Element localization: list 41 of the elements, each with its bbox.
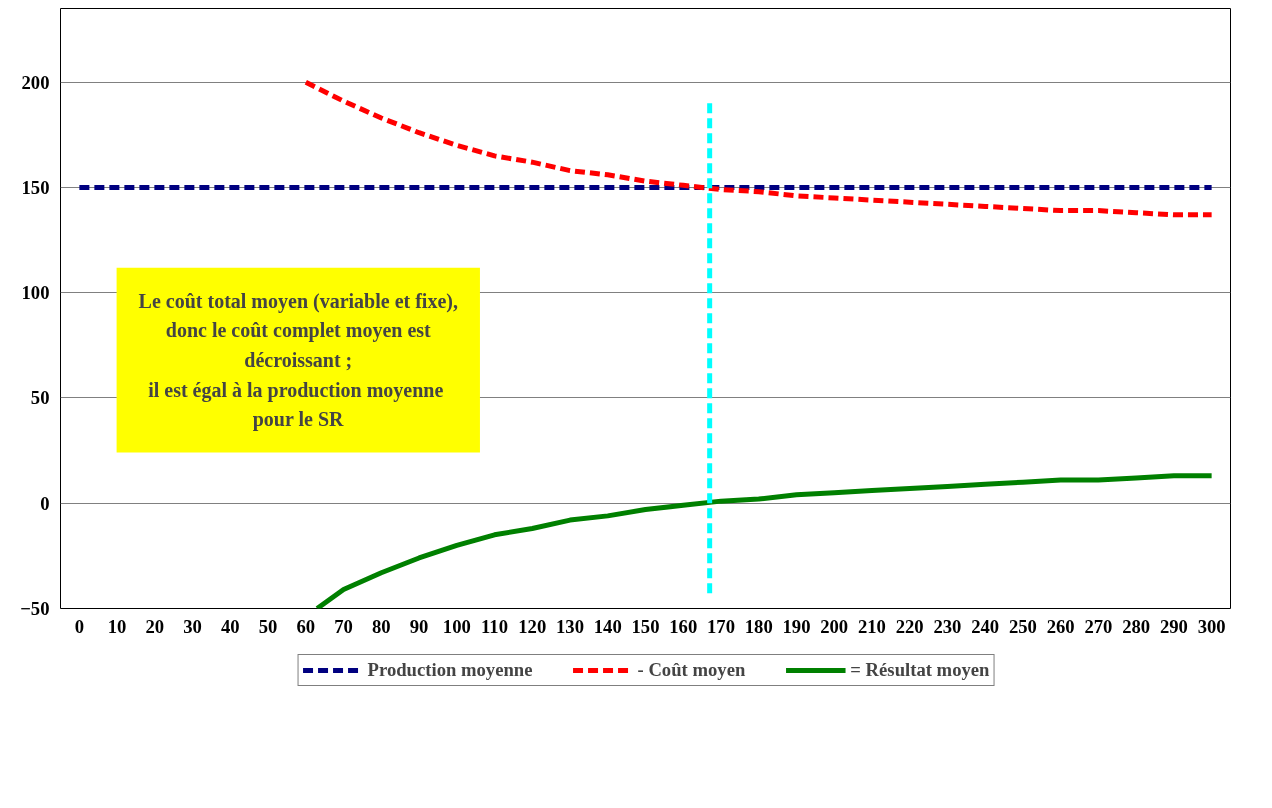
x-tick-label: 290 <box>1159 615 1188 637</box>
legend-label: = Résultat moyen <box>850 659 990 681</box>
x-tick-label: 190 <box>782 615 811 637</box>
x-tick-label: 0 <box>74 615 85 637</box>
y-tick-label: 150 <box>21 176 50 198</box>
x-tick-label: 20 <box>145 615 165 637</box>
x-tick-label: 210 <box>857 615 886 637</box>
x-tick-label: 70 <box>334 615 353 637</box>
x-tick-label: 10 <box>107 615 127 637</box>
x-tick-label: 50 <box>258 615 278 637</box>
y-tick-label: 200 <box>21 71 50 93</box>
x-tick-label: 30 <box>183 615 202 637</box>
legend-label: Production moyenne <box>367 659 533 681</box>
x-tick-label: 230 <box>933 615 962 637</box>
x-tick-label: 40 <box>221 615 240 637</box>
x-tick-label: 250 <box>1008 615 1037 637</box>
x-tick-label: 260 <box>1046 615 1075 637</box>
x-tick-label: 170 <box>706 615 735 637</box>
x-tick-label: 100 <box>442 615 471 637</box>
annotation: Le coût total moyen (variable et fixe), donc le coût complet moyen est décroissant ; il est égal à la production moyenne pour le SR <box>138 289 458 432</box>
x-tick-label: 200 <box>820 615 849 637</box>
x-tick-label: 110 <box>481 615 509 637</box>
y-tick-label: 100 <box>21 282 50 304</box>
x-tick-label: 160 <box>669 615 698 637</box>
x-tick-label: 60 <box>296 615 316 637</box>
x-tick-label: 120 <box>518 615 547 637</box>
y-tick-label: 0 <box>40 492 50 514</box>
x-tick-label: 280 <box>1122 615 1151 637</box>
x-tick-label: 130 <box>556 615 585 637</box>
x-tick-label: 80 <box>371 615 391 637</box>
y-tick-label: 50 <box>30 387 50 409</box>
x-tick-label: 300 <box>1197 615 1226 637</box>
x-tick-label: 150 <box>631 615 660 637</box>
x-tick-label: 270 <box>1084 615 1113 637</box>
x-tick-label: 90 <box>409 615 429 637</box>
x-tick-label: 180 <box>744 615 773 637</box>
x-tick-label: 220 <box>895 615 924 637</box>
y-tick-label: −50 <box>20 598 50 619</box>
x-tick-label: 240 <box>971 615 1000 637</box>
x-tick-label: 140 <box>593 615 622 637</box>
legend-label: - Coût moyen <box>637 659 746 681</box>
